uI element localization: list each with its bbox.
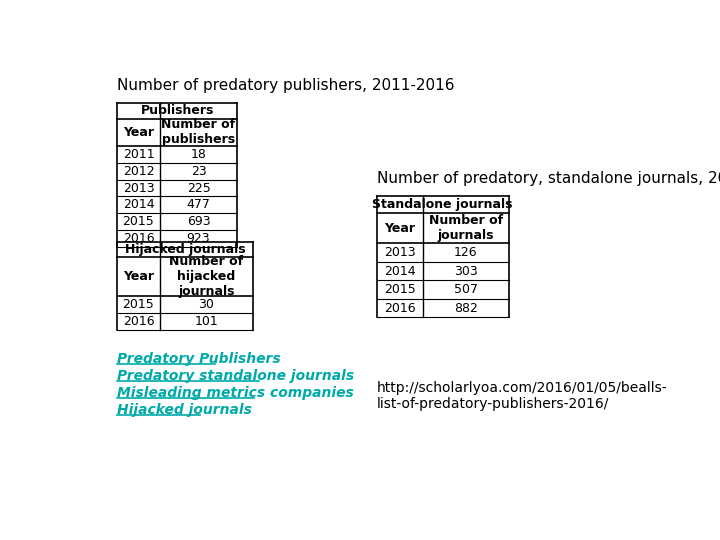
Text: 2013: 2013 [122,181,154,194]
Text: Number of
hijacked
journals: Number of hijacked journals [169,255,243,298]
Text: 2015: 2015 [384,283,416,296]
Text: Number of
journals: Number of journals [429,214,503,242]
Text: Hijacked journals: Hijacked journals [117,403,252,417]
Text: 923: 923 [186,232,210,245]
Text: 2014: 2014 [122,198,154,212]
Text: 23: 23 [191,165,207,178]
Text: 2013: 2013 [384,246,416,259]
Text: Year: Year [123,270,154,283]
Text: 2015: 2015 [122,298,154,310]
Text: 2012: 2012 [122,165,154,178]
Text: 2014: 2014 [384,265,416,278]
Text: Number of predatory publishers, 2011-2016: Number of predatory publishers, 2011-201… [117,78,454,93]
Text: Number of
publishers: Number of publishers [161,118,235,146]
Text: 2016: 2016 [122,315,154,328]
Text: Standalone journals: Standalone journals [372,198,513,211]
Text: Predatory standalone journals: Predatory standalone journals [117,369,354,383]
Text: Hijacked journals: Hijacked journals [125,243,246,256]
Text: 101: 101 [194,315,218,328]
Text: Year: Year [384,221,415,234]
Text: 126: 126 [454,246,477,259]
Text: Publishers: Publishers [140,105,214,118]
Text: 507: 507 [454,283,478,296]
Text: Number of predatory, standalone journals, 2013-2016: Number of predatory, standalone journals… [377,171,720,186]
Text: 225: 225 [186,181,210,194]
Text: 2015: 2015 [122,215,154,228]
Text: 882: 882 [454,302,478,315]
Text: 303: 303 [454,265,478,278]
Text: 477: 477 [186,198,210,212]
Text: 18: 18 [191,147,207,160]
Text: 2011: 2011 [122,147,154,160]
Text: 693: 693 [186,215,210,228]
Text: Year: Year [123,126,154,139]
Text: 2016: 2016 [122,232,154,245]
Text: Misleading metrics companies: Misleading metrics companies [117,386,354,400]
Text: 30: 30 [198,298,214,310]
Text: Predatory Publishers: Predatory Publishers [117,352,281,366]
Text: 2016: 2016 [384,302,416,315]
Text: http://scholarlyoa.com/2016/01/05/bealls-
list-of-predatory-publishers-2016/: http://scholarlyoa.com/2016/01/05/bealls… [377,381,667,411]
